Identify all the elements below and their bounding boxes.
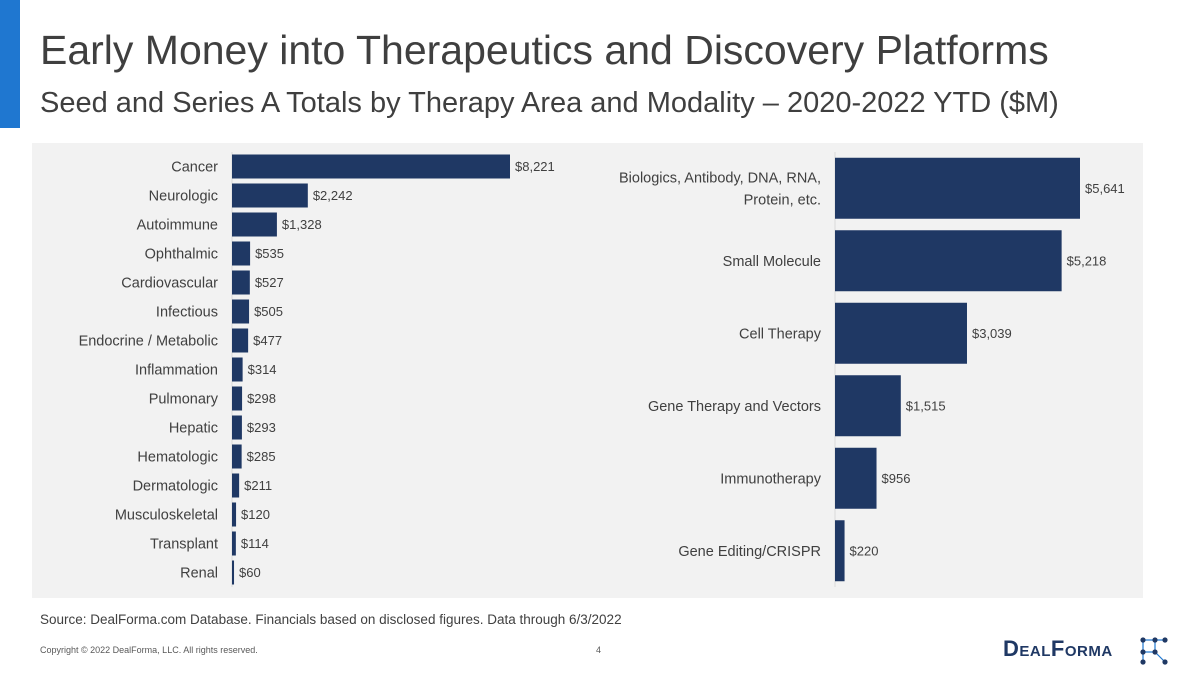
data-label-pulmonary: $298 [247,391,276,406]
category-label-inflammation: Inflammation [135,363,218,379]
source-note: Source: DealForma.com Database. Financia… [40,612,622,627]
category-label-cancer: Cancer [171,160,218,176]
bar-cancer [232,154,510,179]
data-label-ophthalmic: $535 [255,246,284,261]
category-label-small-molecule: Small Molecule [723,254,821,270]
category-label-neurologic: Neurologic [149,189,218,205]
logo-wordmark: DealForma [1003,636,1113,661]
bar-endocrine-metabolic [232,328,249,353]
category-label-gene-therapy-and-vectors: Gene Therapy and Vectors [648,399,821,415]
bar-autoimmune [232,212,277,237]
category-label-dermatologic: Dermatologic [133,479,218,495]
category-label-hematologic: Hematologic [137,450,218,466]
data-label-autoimmune: $1,328 [282,217,322,232]
data-label-renal: $60 [239,565,261,580]
data-label-musculoskeletal: $120 [241,507,270,522]
category-label-musculoskeletal: Musculoskeletal [115,508,218,524]
category-label-autoimmune: Autoimmune [137,218,218,234]
data-label-infectious: $505 [254,304,283,319]
category-label-cell-therapy: Cell Therapy [739,326,822,342]
therapy-area-chart-panel: $8,221 Cancer $2,242 Neurologic $1,328 Autoim… [32,143,580,598]
accent-bar [0,0,20,128]
bar-cell-therapy [835,302,967,364]
therapy-area-bar-chart: $8,221 Cancer $2,242 Neurologic $1,328 Autoim… [79,152,555,587]
bar-cardiovascular [232,270,250,295]
category-label-renal: Renal [180,566,218,582]
bar-dermatologic [232,473,240,498]
bar-biologics-antibody-dna-rna-protein-etc [835,157,1080,219]
bar-infectious [232,299,250,324]
category-label-endocrine-metabolic: Endocrine / Metabolic [79,334,218,350]
data-label-cardiovascular: $527 [255,275,284,290]
bar-immunotherapy [835,447,877,509]
data-label-gene-editing-crispr: $220 [850,543,879,558]
category-label-gene-editing-crispr: Gene Editing/CRISPR [678,544,821,560]
bar-neurologic [232,183,308,208]
category-label-immunotherapy: Immunotherapy [720,471,821,487]
page-subtitle: Seed and Series A Totals by Therapy Area… [40,87,1059,119]
data-label-hematologic: $285 [247,449,276,464]
category-label-pulmonary: Pulmonary [149,392,219,408]
dealforma-logo: DealForma [1003,634,1173,666]
bar-gene-editing-crispr [835,520,845,582]
bar-musculoskeletal [232,502,237,527]
data-label-inflammation: $314 [248,362,277,377]
data-label-endocrine-metabolic: $477 [253,333,282,348]
data-label-immunotherapy: $956 [882,471,911,486]
category-label-cardiovascular: Cardiovascular [121,276,218,292]
data-label-biologics-antibody-dna-rna-protein-etc: $5,641 [1085,181,1125,196]
page-number: 4 [596,645,602,655]
data-label-transplant: $114 [241,536,269,551]
bar-ophthalmic [232,241,251,266]
bar-gene-therapy-and-vectors [835,375,901,437]
bar-renal [232,560,235,585]
modality-chart-panel: $5,641 Biologics, Antibody, DNA, RNA, Prot… [580,143,1143,598]
category-label-transplant: Transplant [150,537,218,553]
category-label-ophthalmic: Ophthalmic [145,247,218,263]
bar-transplant [232,531,236,556]
category-label-hepatic: Hepatic [169,421,218,437]
data-label-hepatic: $293 [247,420,276,435]
data-label-cell-therapy: $3,039 [972,326,1012,341]
data-label-cancer: $8,221 [515,159,555,174]
data-label-neurologic: $2,242 [313,188,353,203]
bar-hepatic [232,415,242,440]
data-label-gene-therapy-and-vectors: $1,515 [906,398,946,413]
copyright-text: Copyright © 2022 DealForma, LLC. All rig… [40,645,258,655]
bar-hematologic [232,444,242,469]
molecule-icon [1140,637,1168,665]
category-label-infectious: Infectious [156,305,218,321]
data-label-dermatologic: $211 [244,478,272,493]
category-label-biologics-antibody-dna-rna-protein-etc: Biologics, Antibody, DNA, RNA, Protein, e… [619,170,821,208]
bar-inflammation [232,357,243,382]
bar-small-molecule [835,230,1062,292]
page-title: Early Money into Therapeutics and Discov… [40,27,1049,73]
bar-pulmonary [232,386,243,411]
data-label-small-molecule: $5,218 [1067,253,1107,268]
modality-bar-chart: $5,641 Biologics, Antibody, DNA, RNA, Prot… [619,152,1125,587]
